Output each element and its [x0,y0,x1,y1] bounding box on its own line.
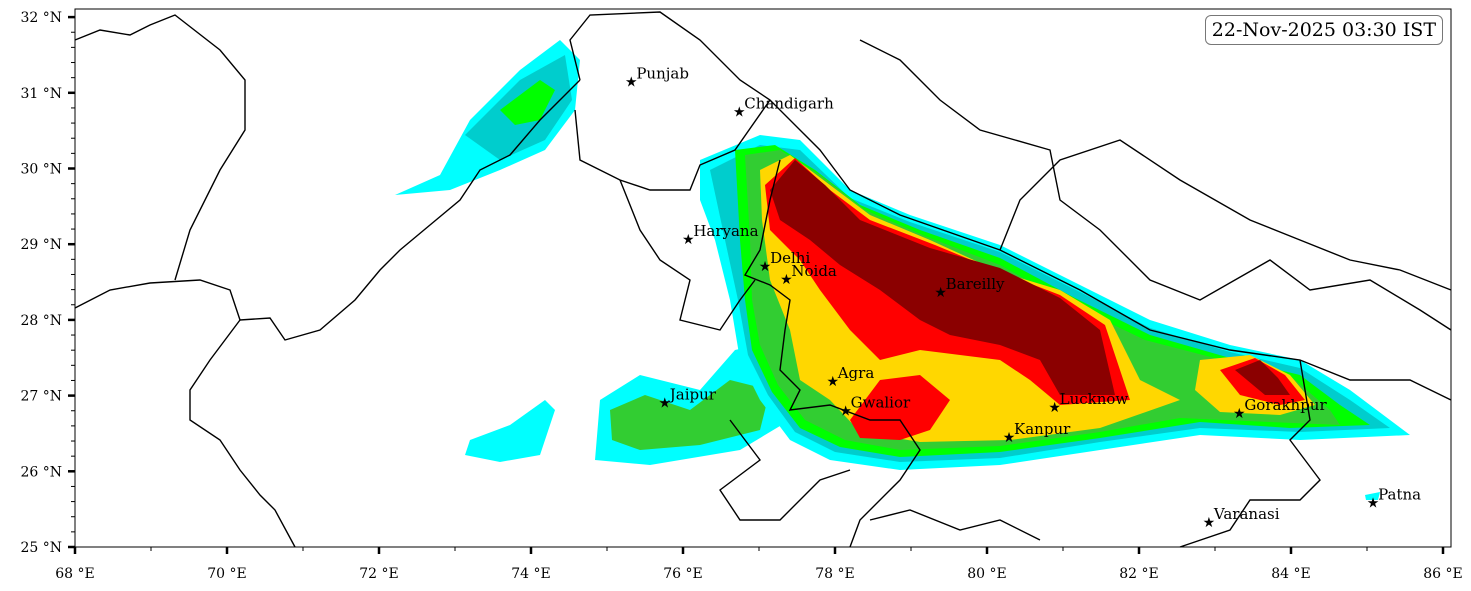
state-border [999,139,1452,291]
lon-tick-label: 68 °E [55,566,94,582]
lat-tick-label: 30 °N [20,162,62,178]
city-label: Jaipur [668,385,717,403]
rain-green-nw [500,80,555,125]
city-star-icon: ★ [839,404,852,420]
city-label: Haryana [693,222,758,240]
city-label: Patna [1378,485,1421,503]
city-star-icon: ★ [1003,430,1016,446]
state-border [574,99,771,191]
lat-tick-label: 25 °N [20,540,62,556]
rain-darkred-east [1235,360,1290,395]
city-label: Agra [837,364,875,382]
city-label: Chandigarh [744,95,834,113]
axis-ticks: 68 °E 70 °E 72 °E 74 °E 76 °E 78 °E 80 °E 82 °E… [20,10,1462,582]
state-border [859,39,1452,331]
rain-red-south [850,375,950,440]
city-star-icon: ★ [826,374,839,390]
country-border [189,319,296,548]
borders-layer [74,11,1452,548]
city-star-icon: ★ [682,232,695,248]
state-border [743,159,921,548]
state-border [719,419,851,521]
lat-tick-label: 29 °N [20,237,62,253]
timestamp-label: 22-Nov-2025 03:30 IST [1204,15,1443,45]
lat-tick-label: 28 °N [20,313,62,329]
lon-tick-label: 86 °E [1423,566,1462,582]
lat-tick-label: 31 °N [20,86,62,102]
lon-tick-label: 84 °E [1271,566,1310,582]
rain-cyan-west [465,400,555,462]
city-star-icon: ★ [658,395,671,411]
lat-tick-label: 32 °N [20,10,62,26]
lon-tick-label: 80 °E [967,566,1006,582]
lon-tick-label: 76 °E [663,566,702,582]
city-star-icon: ★ [625,74,638,90]
city-label: Delhi [770,249,810,267]
rain-darkred-main [770,160,1115,395]
map-frame [74,8,1452,548]
city-star-icon: ★ [934,285,947,301]
city-star-icon: ★ [759,259,772,275]
lon-tick-label: 74 °E [511,566,550,582]
state-border [869,509,1041,541]
city-star-icon: ★ [780,272,793,288]
state-border [1179,359,1321,548]
city-label: Gorakhpur [1244,396,1327,414]
city-label: Varanasi [1213,505,1280,523]
city-star-icon: ★ [1367,495,1380,511]
lat-tick-label: 26 °N [20,464,62,480]
rain-cyan-patna [1365,492,1380,500]
city-label: Kanpur [1014,420,1071,438]
lon-tick-label: 78 °E [815,566,854,582]
lon-tick-label: 72 °E [359,566,398,582]
lon-tick-label: 70 °E [207,566,246,582]
country-border [74,79,581,341]
rain-green-jaipur [610,380,770,450]
country-border [74,14,246,281]
cities-layer: ★Punjab★Chandigarh★Haryana★Delhi★Noida★B… [625,64,1421,531]
city-star-icon: ★ [733,105,746,121]
city-star-icon: ★ [1203,515,1216,531]
precipitation-layer [395,40,1410,500]
city-label: Gwalior [851,394,911,412]
lon-tick-label: 82 °E [1119,566,1158,582]
city-star-icon: ★ [1233,406,1246,422]
city-label: Lucknow [1060,390,1129,408]
lat-tick-label: 27 °N [20,389,62,405]
city-label: Noida [791,262,837,280]
city-star-icon: ★ [1048,400,1061,416]
city-label: Punjab [636,64,689,82]
state-border [619,179,756,331]
city-label: Bareilly [946,275,1005,293]
